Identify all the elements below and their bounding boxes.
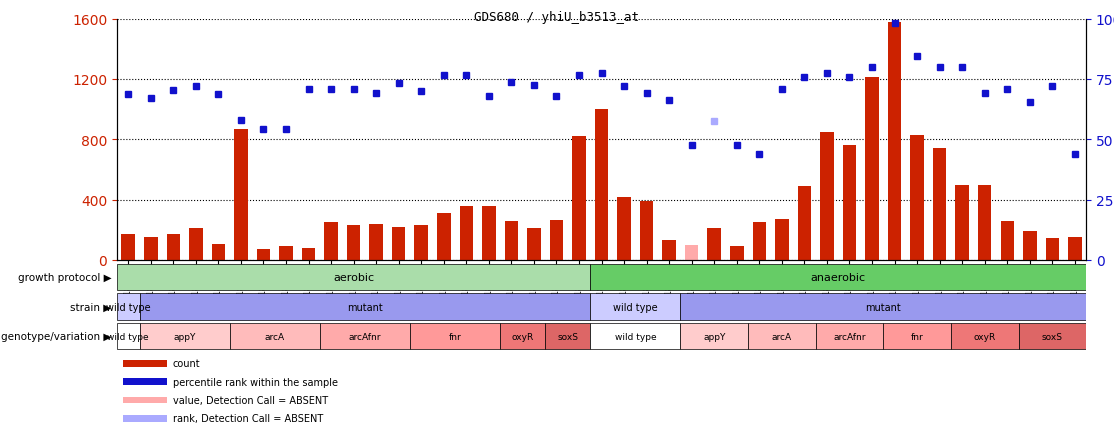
Bar [482, 207, 496, 260]
Bar [280, 247, 293, 260]
Bar [707, 229, 721, 260]
Text: oxyR: oxyR [511, 332, 534, 341]
Bar [139, 293, 590, 320]
Bar [956, 185, 969, 260]
Bar [775, 220, 789, 260]
Text: GDS680 / yhiU_b3513_at: GDS680 / yhiU_b3513_at [475, 11, 639, 24]
Bar [932, 149, 947, 260]
Bar [123, 415, 167, 421]
Text: genotype/variation ▶: genotype/variation ▶ [1, 332, 111, 341]
Bar [123, 360, 167, 367]
Bar [410, 323, 500, 350]
Text: percentile rank within the sample: percentile rank within the sample [173, 377, 338, 387]
Bar [346, 226, 361, 260]
Bar [663, 241, 676, 260]
Bar [681, 323, 749, 350]
Text: mutant: mutant [348, 302, 383, 312]
Bar [842, 146, 857, 260]
Bar [302, 248, 315, 260]
Bar [121, 235, 135, 260]
Text: rank, Detection Call = ABSENT: rank, Detection Call = ABSENT [173, 413, 323, 423]
Text: wild type: wild type [107, 332, 149, 341]
Bar [144, 237, 157, 260]
Bar [1018, 323, 1086, 350]
Bar [888, 23, 901, 260]
Bar [370, 224, 383, 260]
Bar [951, 323, 1018, 350]
Bar [117, 264, 590, 291]
Bar [617, 197, 631, 260]
Bar [866, 78, 879, 260]
Bar [229, 323, 320, 350]
Bar [437, 214, 450, 260]
Bar [590, 323, 681, 350]
Bar [123, 378, 167, 385]
Bar [460, 207, 473, 260]
Bar [1023, 232, 1036, 260]
Bar [639, 202, 654, 260]
Bar [753, 223, 766, 260]
Bar [573, 137, 586, 260]
Text: oxyR: oxyR [974, 332, 996, 341]
Text: fnr: fnr [911, 332, 924, 341]
Text: anaerobic: anaerobic [811, 273, 866, 282]
Bar [527, 228, 540, 260]
Text: growth protocol ▶: growth protocol ▶ [18, 273, 111, 282]
Text: aerobic: aerobic [333, 273, 374, 282]
Text: wild type: wild type [613, 302, 657, 312]
Bar [392, 227, 405, 260]
Bar [256, 249, 271, 260]
Text: mutant: mutant [866, 302, 901, 312]
Bar [978, 185, 991, 260]
Bar [910, 135, 924, 260]
Text: strain ▶: strain ▶ [70, 302, 111, 312]
Bar [730, 247, 743, 260]
Text: soxS: soxS [1042, 332, 1063, 341]
Bar [139, 323, 229, 350]
Text: wild type: wild type [615, 332, 656, 341]
Bar [749, 323, 815, 350]
Bar [1068, 237, 1082, 260]
Bar [117, 323, 139, 350]
Bar [189, 229, 203, 260]
Text: wild type: wild type [106, 302, 150, 312]
Bar [234, 129, 247, 260]
Text: value, Detection Call = ABSENT: value, Detection Call = ABSENT [173, 395, 328, 405]
Bar [820, 132, 833, 260]
Bar [123, 397, 167, 403]
Bar [815, 323, 883, 350]
Bar [1046, 239, 1059, 260]
Bar [685, 245, 698, 260]
Bar [1000, 221, 1014, 260]
Text: soxS: soxS [557, 332, 578, 341]
Bar [590, 293, 681, 320]
Bar [500, 323, 545, 350]
Text: appY: appY [703, 332, 725, 341]
Text: count: count [173, 358, 201, 368]
Bar [414, 226, 428, 260]
Bar [595, 110, 608, 260]
Bar [324, 223, 338, 260]
Bar [505, 221, 518, 260]
Text: arcAfnr: arcAfnr [349, 332, 381, 341]
Bar [545, 323, 590, 350]
Text: arcA: arcA [772, 332, 792, 341]
Text: arcAfnr: arcAfnr [833, 332, 866, 341]
Bar [212, 245, 225, 260]
Text: fnr: fnr [449, 332, 461, 341]
Bar [883, 323, 951, 350]
Bar [549, 220, 564, 260]
Bar [167, 234, 180, 260]
Bar [798, 187, 811, 260]
Bar [590, 264, 1086, 291]
Text: arcA: arcA [265, 332, 285, 341]
Bar [320, 323, 410, 350]
Text: appY: appY [174, 332, 196, 341]
Bar [681, 293, 1086, 320]
Bar [117, 293, 139, 320]
